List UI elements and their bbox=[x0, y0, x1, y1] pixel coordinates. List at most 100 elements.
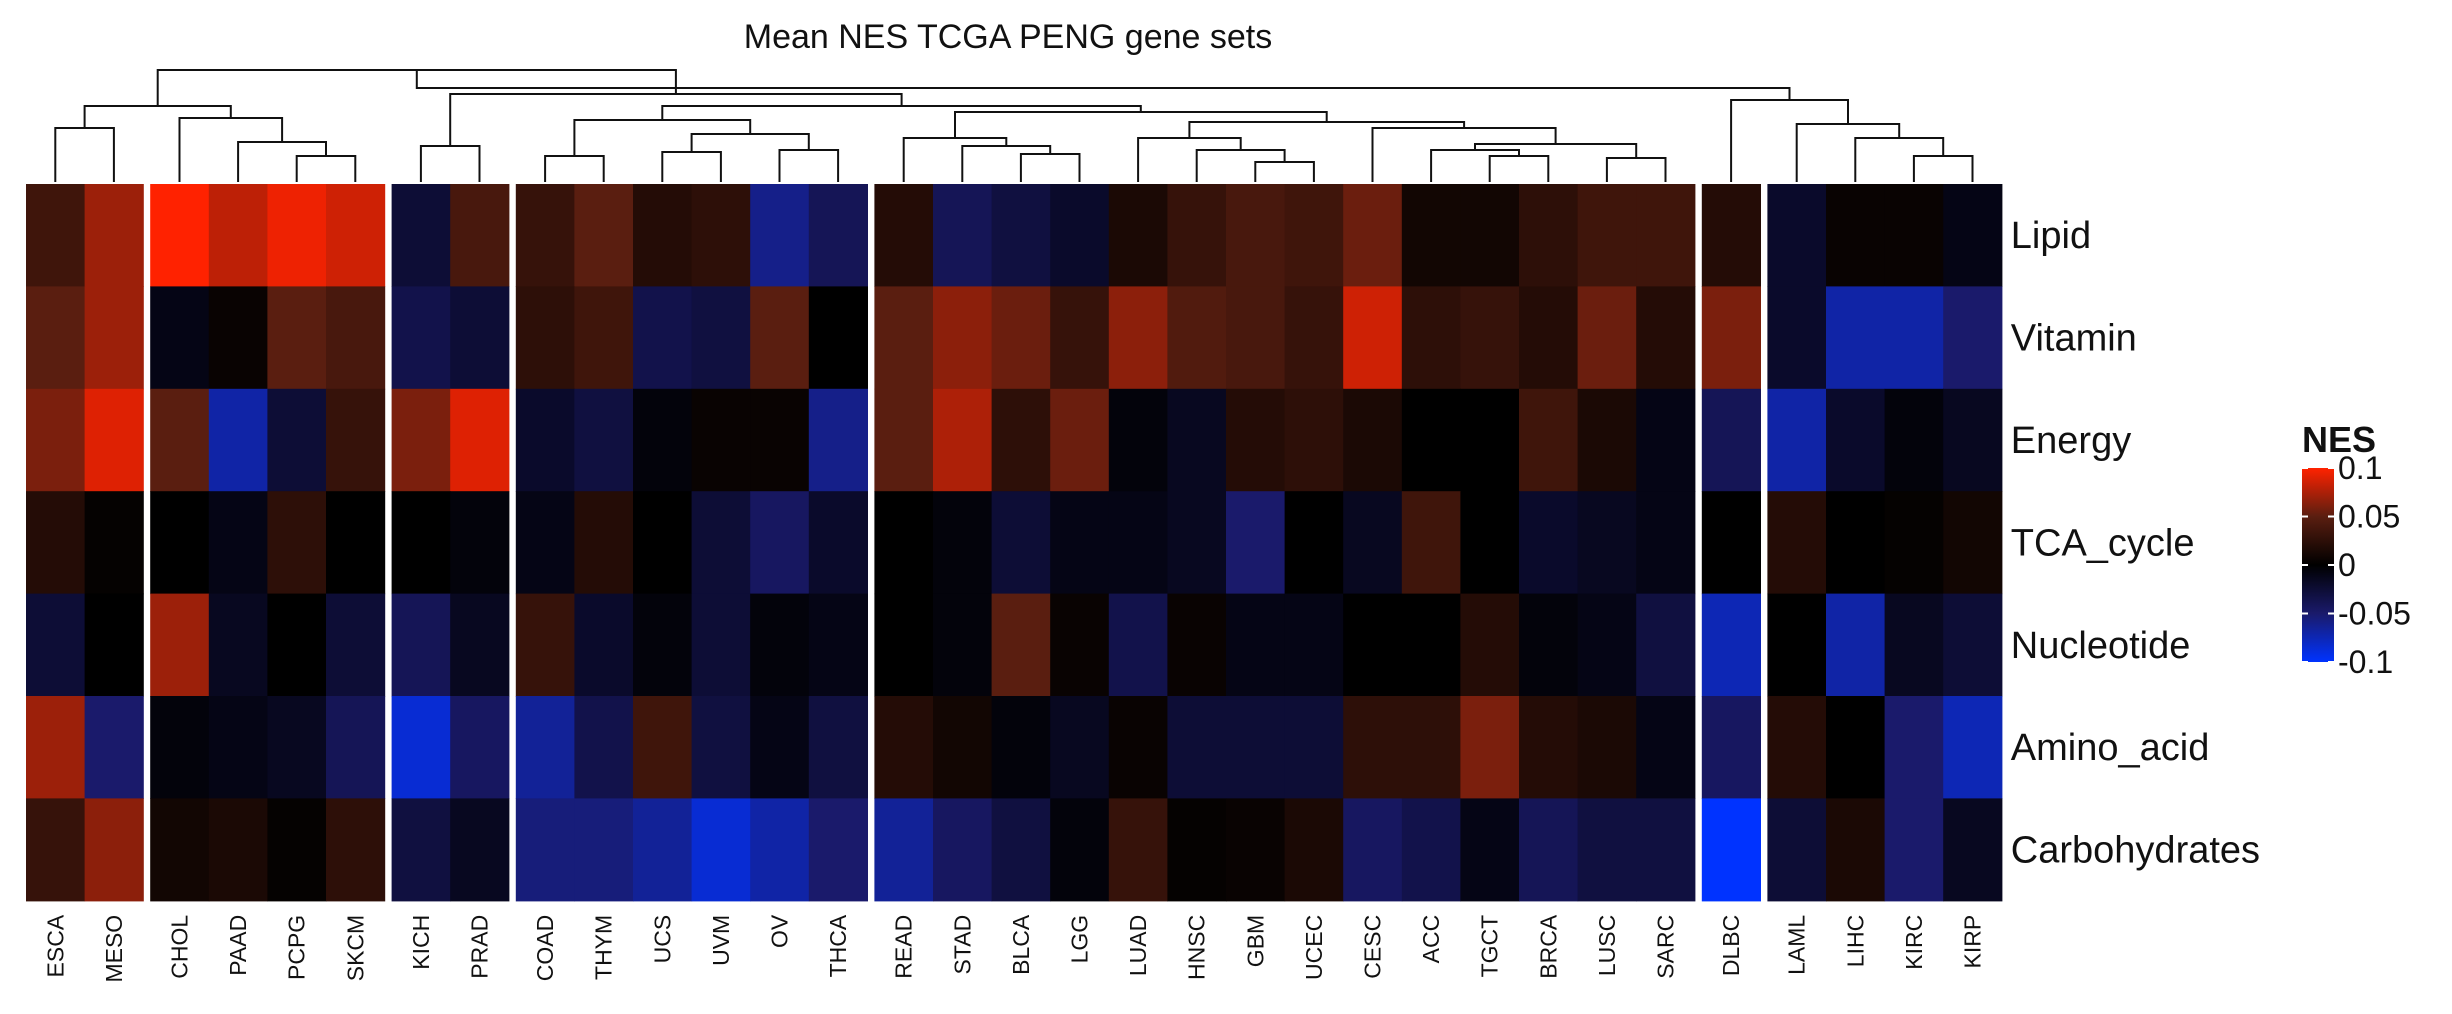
heatmap-cell-TCA_cycle-PRAD bbox=[450, 491, 510, 595]
dendrogram-branch bbox=[1430, 149, 1520, 182]
heatmap-cell-TCA_cycle-TGCT bbox=[1460, 491, 1520, 595]
heatmap-cell-Carbohydrates-GBM bbox=[1226, 798, 1286, 902]
dendrogram-branch bbox=[544, 155, 605, 182]
heatmap-cell-TCA_cycle-PAAD bbox=[208, 491, 268, 595]
heatmap-cell-Lipid-BRCA bbox=[1519, 184, 1579, 287]
heatmap-cell-Amino_acid-UCEC bbox=[1284, 696, 1344, 799]
heatmap-cell-Vitamin-TGCT bbox=[1460, 286, 1520, 390]
heatmap-cell-Carbohydrates-KICH bbox=[391, 798, 451, 902]
column-dendrogram bbox=[54, 69, 1974, 182]
heatmap-cell-Nucleotide-HNSC bbox=[1167, 593, 1227, 697]
heatmap-cell-Amino_acid-KICH bbox=[391, 696, 451, 799]
heatmap-cell-Nucleotide-PAAD bbox=[208, 593, 268, 697]
heatmap-cell-Lipid-ACC bbox=[1401, 184, 1461, 287]
heatmap-cell-Lipid-GBM bbox=[1226, 184, 1286, 287]
heatmap-cell-Amino_acid-LGG bbox=[1050, 696, 1110, 799]
heatmap-cell-Carbohydrates-THYM bbox=[574, 798, 634, 902]
heatmap-cell-Vitamin-READ bbox=[874, 286, 934, 390]
heatmap-cell-Lipid-BLCA bbox=[991, 184, 1051, 287]
heatmap-cell-Vitamin-UCEC bbox=[1284, 286, 1344, 390]
heatmap-cell-Vitamin-PRAD bbox=[450, 286, 510, 390]
heatmap-cell-Lipid-READ bbox=[874, 184, 934, 287]
heatmap-cell-Carbohydrates-LIHC bbox=[1826, 798, 1886, 902]
heatmap-cell-Energy-SARC bbox=[1636, 388, 1696, 492]
heatmap-cell-Carbohydrates-PCPG bbox=[267, 798, 327, 902]
heatmap-cell-Nucleotide-CESC bbox=[1343, 593, 1403, 697]
row-label-Carbohydrates: Carbohydrates bbox=[2011, 830, 2260, 872]
column-label-THCA: THCA bbox=[825, 914, 851, 977]
heatmap-cell-Carbohydrates-UCEC bbox=[1284, 798, 1344, 902]
dendrogram-branch bbox=[902, 137, 1008, 182]
dendrogram-branch bbox=[1730, 99, 1849, 182]
heatmap-cell-Nucleotide-UVM bbox=[691, 593, 751, 697]
heatmap-cell-Lipid-TGCT bbox=[1460, 184, 1520, 287]
heatmap-cell-Energy-LAML bbox=[1767, 388, 1827, 492]
heatmap-cell-TCA_cycle-CHOL bbox=[150, 491, 210, 595]
heatmap-cell-TCA_cycle-PCPG bbox=[267, 491, 327, 595]
heatmap-cell-Vitamin-UVM bbox=[691, 286, 751, 390]
dendrogram-branch bbox=[419, 145, 481, 182]
heatmap-cell-Carbohydrates-DLBC bbox=[1701, 798, 1761, 902]
heatmap-cell-Energy-SKCM bbox=[326, 388, 386, 492]
heatmap-cell-Energy-THYM bbox=[574, 388, 634, 492]
heatmap-cell-TCA_cycle-READ bbox=[874, 491, 934, 595]
heatmap-cell-Amino_acid-TGCT bbox=[1460, 696, 1520, 799]
column-label-OV: OV bbox=[767, 914, 793, 948]
heatmap-cell-Nucleotide-TGCT bbox=[1460, 593, 1520, 697]
heatmap-cell-Energy-MESO bbox=[84, 388, 144, 492]
heatmap-cell-Energy-READ bbox=[874, 388, 934, 492]
dendrogram-branch bbox=[295, 155, 357, 182]
row-label-Amino_acid: Amino_acid bbox=[2011, 727, 2210, 769]
heatmap-cell-TCA_cycle-LIHC bbox=[1826, 491, 1886, 595]
heatmap-cell-Carbohydrates-PAAD bbox=[208, 798, 268, 902]
column-label-UCEC: UCEC bbox=[1301, 915, 1327, 980]
dendrogram-branch bbox=[1605, 157, 1667, 182]
heatmap-cell-Carbohydrates-COAD bbox=[515, 798, 575, 902]
heatmap-cell-TCA_cycle-UCEC bbox=[1284, 491, 1344, 595]
heatmap-cell-Energy-KIRP bbox=[1943, 388, 2003, 492]
column-label-MESO: MESO bbox=[101, 915, 127, 983]
dendrogram-branch bbox=[1912, 155, 1974, 182]
heatmap-cell-Amino_acid-GBM bbox=[1226, 696, 1286, 799]
heatmap-cell-Energy-KIRC bbox=[1884, 388, 1944, 492]
heatmap-cell-Lipid-THYM bbox=[574, 184, 634, 287]
column-label-HNSC: HNSC bbox=[1184, 915, 1210, 980]
heatmap-cell-Lipid-DLBC bbox=[1701, 184, 1761, 287]
heatmap-cell-Vitamin-CESC bbox=[1343, 286, 1403, 390]
column-label-LGG: LGG bbox=[1067, 915, 1093, 964]
heatmap-cell-Amino_acid-BLCA bbox=[991, 696, 1051, 799]
heatmap-cell-Energy-OV bbox=[750, 388, 810, 492]
heatmap-cell-Vitamin-LAML bbox=[1767, 286, 1827, 390]
column-label-LUSC: LUSC bbox=[1594, 915, 1620, 976]
heatmap-cell-Carbohydrates-LUAD bbox=[1108, 798, 1168, 902]
dendrogram-branch bbox=[1854, 137, 1945, 182]
column-label-LAML: LAML bbox=[1784, 915, 1810, 975]
heatmap-cell-Nucleotide-CHOL bbox=[150, 593, 210, 697]
column-label-BRCA: BRCA bbox=[1535, 914, 1561, 979]
column-label-SARC: SARC bbox=[1653, 915, 1679, 979]
heatmap-cell-Lipid-HNSC bbox=[1167, 184, 1227, 287]
column-label-ESCA: ESCA bbox=[42, 914, 68, 977]
heatmap-cell-Nucleotide-PRAD bbox=[450, 593, 510, 697]
heatmap-cell-Carbohydrates-BRCA bbox=[1519, 798, 1579, 902]
heatmap-cell-Energy-COAD bbox=[515, 388, 575, 492]
heatmap-cell-Nucleotide-BRCA bbox=[1519, 593, 1579, 697]
heatmap-cell-Energy-KICH bbox=[391, 388, 451, 492]
heatmap-cell-Carbohydrates-UVM bbox=[691, 798, 751, 902]
heatmap-cell-Lipid-LUAD bbox=[1108, 184, 1168, 287]
heatmap-cell-TCA_cycle-LUAD bbox=[1108, 491, 1168, 595]
heatmap-cell-Amino_acid-MESO bbox=[84, 696, 144, 799]
heatmap-cell-Vitamin-DLBC bbox=[1701, 286, 1761, 390]
heatmap-cell-Vitamin-BRCA bbox=[1519, 286, 1579, 390]
heatmap-cell-Lipid-CESC bbox=[1343, 184, 1403, 287]
heatmap-cell-Amino_acid-THCA bbox=[808, 696, 868, 799]
heatmap-cell-Amino_acid-COAD bbox=[515, 696, 575, 799]
heatmap-cell-Vitamin-COAD bbox=[515, 286, 575, 390]
heatmap-cell-Nucleotide-LGG bbox=[1050, 593, 1110, 697]
row-label-Energy: Energy bbox=[2011, 420, 2131, 462]
heatmap-cell-TCA_cycle-LAML bbox=[1767, 491, 1827, 595]
heatmap-cells bbox=[26, 184, 2003, 902]
heatmap-cell-Vitamin-ACC bbox=[1401, 286, 1461, 390]
heatmap-cell-Lipid-PAAD bbox=[208, 184, 268, 287]
heatmap-cell-TCA_cycle-BLCA bbox=[991, 491, 1051, 595]
